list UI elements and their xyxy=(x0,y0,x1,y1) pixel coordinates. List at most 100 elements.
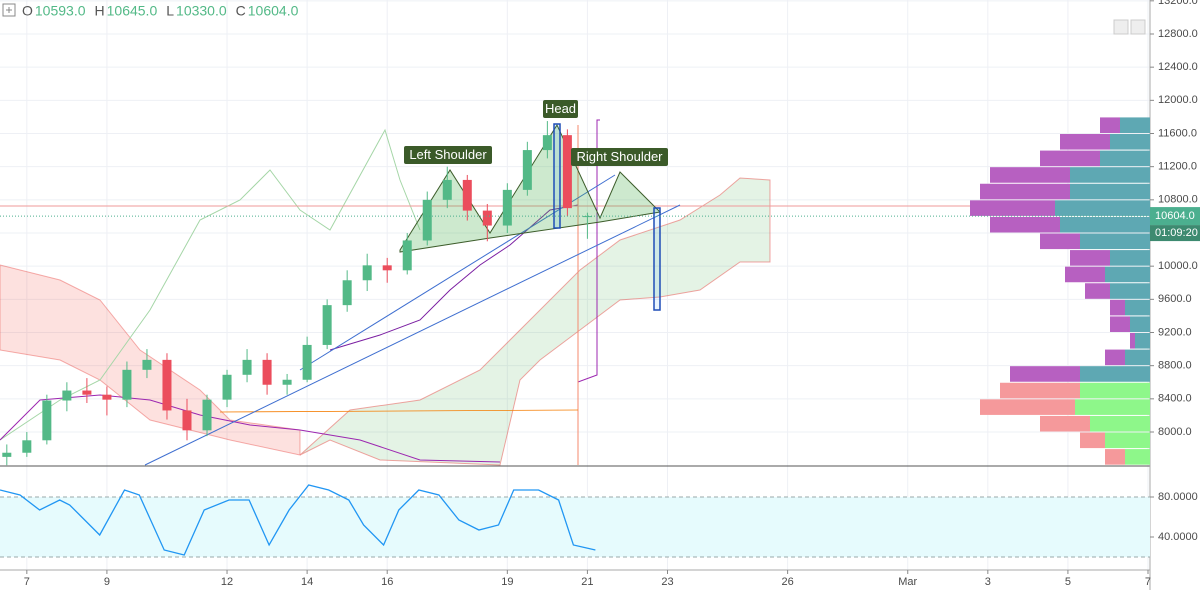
candle-body xyxy=(522,150,532,190)
candle-body xyxy=(142,359,152,370)
candle-body xyxy=(282,379,292,385)
volume-up xyxy=(1110,133,1150,150)
volume-up xyxy=(1125,349,1150,366)
candle-body xyxy=(442,179,452,200)
volume-up xyxy=(1080,233,1150,250)
candle-body xyxy=(542,135,552,151)
annotation-box xyxy=(571,148,668,166)
volume-down xyxy=(1040,150,1100,167)
volume-up xyxy=(1080,382,1150,399)
x-tick-label: 7 xyxy=(24,576,30,588)
countdown: 01:09:20 xyxy=(1155,227,1198,239)
trend-line xyxy=(299,174,616,371)
y-tick-label: 10000.0 xyxy=(1158,260,1198,272)
ohlc-key: L xyxy=(166,3,174,19)
x-tick-label: 5 xyxy=(1065,576,1071,588)
x-tick-label: 3 xyxy=(985,576,991,588)
candle-body xyxy=(122,369,132,400)
volume-down xyxy=(1070,250,1110,266)
y2-tick-label: 80.0000 xyxy=(1158,491,1198,503)
ohlc-value: 10330.0 xyxy=(176,3,227,19)
last-price-label: 10604.0 xyxy=(1155,210,1195,222)
y-tick-label: 12800.0 xyxy=(1158,28,1198,40)
volume-down xyxy=(1105,349,1125,366)
oscillator-line xyxy=(0,484,596,556)
volume-down xyxy=(980,399,1075,415)
candle-body xyxy=(562,135,572,209)
scale-button[interactable] xyxy=(1113,19,1129,35)
volume-down xyxy=(990,216,1060,233)
y-tick-label: 12400.0 xyxy=(1158,61,1198,73)
volume-up xyxy=(1090,415,1150,432)
ohlc-key: H xyxy=(95,3,105,19)
candle-body xyxy=(202,399,212,431)
candle-body xyxy=(82,390,92,395)
candle-body xyxy=(242,359,252,375)
volume-down xyxy=(1105,449,1125,465)
volume-down xyxy=(1110,299,1125,316)
x-tick-label: 9 xyxy=(104,576,110,588)
candle-body xyxy=(462,179,472,211)
candle-body xyxy=(482,210,492,226)
candle-body xyxy=(162,359,172,411)
candle-body xyxy=(22,440,32,453)
x-tick-label: 19 xyxy=(501,576,513,588)
volume-down xyxy=(1110,316,1130,333)
candle-body xyxy=(42,400,52,441)
candle-body xyxy=(222,374,232,400)
volume-down xyxy=(1100,117,1120,133)
x-tick-label: 7 xyxy=(1145,576,1151,588)
candle-body xyxy=(422,199,432,241)
volume-up xyxy=(1125,299,1150,316)
x-tick-label: 23 xyxy=(661,576,673,588)
y-tick-label: 12000.0 xyxy=(1158,94,1198,106)
ohlc-key: C xyxy=(236,3,246,19)
ohlc-value: 10645.0 xyxy=(107,3,158,19)
volume-up xyxy=(1105,432,1150,449)
candle-body xyxy=(502,189,512,226)
volume-up xyxy=(1075,399,1150,415)
volume-down xyxy=(1000,382,1080,399)
ohlc-value: 10604.0 xyxy=(248,3,299,19)
y-tick-label: 10800.0 xyxy=(1158,194,1198,206)
annotation: Head xyxy=(545,101,576,116)
volume-down xyxy=(1040,415,1090,432)
volume-down xyxy=(970,200,1055,216)
collapse-icon[interactable] xyxy=(2,3,16,17)
y-tick-label: 9200.0 xyxy=(1158,326,1192,338)
annotation-box xyxy=(543,100,578,118)
ohlc-key: O xyxy=(22,3,33,19)
last-price-box xyxy=(1150,207,1200,226)
measure-box xyxy=(553,123,561,229)
lagging-line xyxy=(0,128,421,441)
x-tick-label: 16 xyxy=(381,576,393,588)
volume-up xyxy=(1080,366,1150,382)
annotation: Left Shoulder xyxy=(409,147,487,162)
volume-up xyxy=(1070,183,1150,200)
volume-up xyxy=(1120,117,1150,133)
ohlc-legend: O 10593.0 H 10645.0 L 10330.0 C 10604.0 xyxy=(22,3,299,19)
candle-body xyxy=(102,394,112,400)
candle-body xyxy=(182,410,192,431)
volume-up xyxy=(1135,333,1150,349)
menu-button[interactable] xyxy=(1130,19,1146,35)
volume-up xyxy=(1100,150,1150,167)
candle-body xyxy=(2,452,12,457)
volume-down xyxy=(1060,133,1110,150)
volume-down xyxy=(990,167,1070,183)
x-tick-label: 14 xyxy=(301,576,313,588)
volume-down xyxy=(1010,366,1080,382)
candle-body xyxy=(382,265,392,271)
volume-up xyxy=(1110,250,1150,266)
volume-up xyxy=(1130,316,1150,333)
volume-up xyxy=(1055,200,1150,216)
y-tick-label: 9600.0 xyxy=(1158,293,1192,305)
y-tick-label: 8400.0 xyxy=(1158,393,1192,405)
candle-body xyxy=(322,305,332,345)
y2-tick-label: 40.0000 xyxy=(1158,531,1198,543)
candle-body xyxy=(342,280,352,306)
volume-down xyxy=(1130,333,1135,349)
volume-down xyxy=(980,183,1070,200)
